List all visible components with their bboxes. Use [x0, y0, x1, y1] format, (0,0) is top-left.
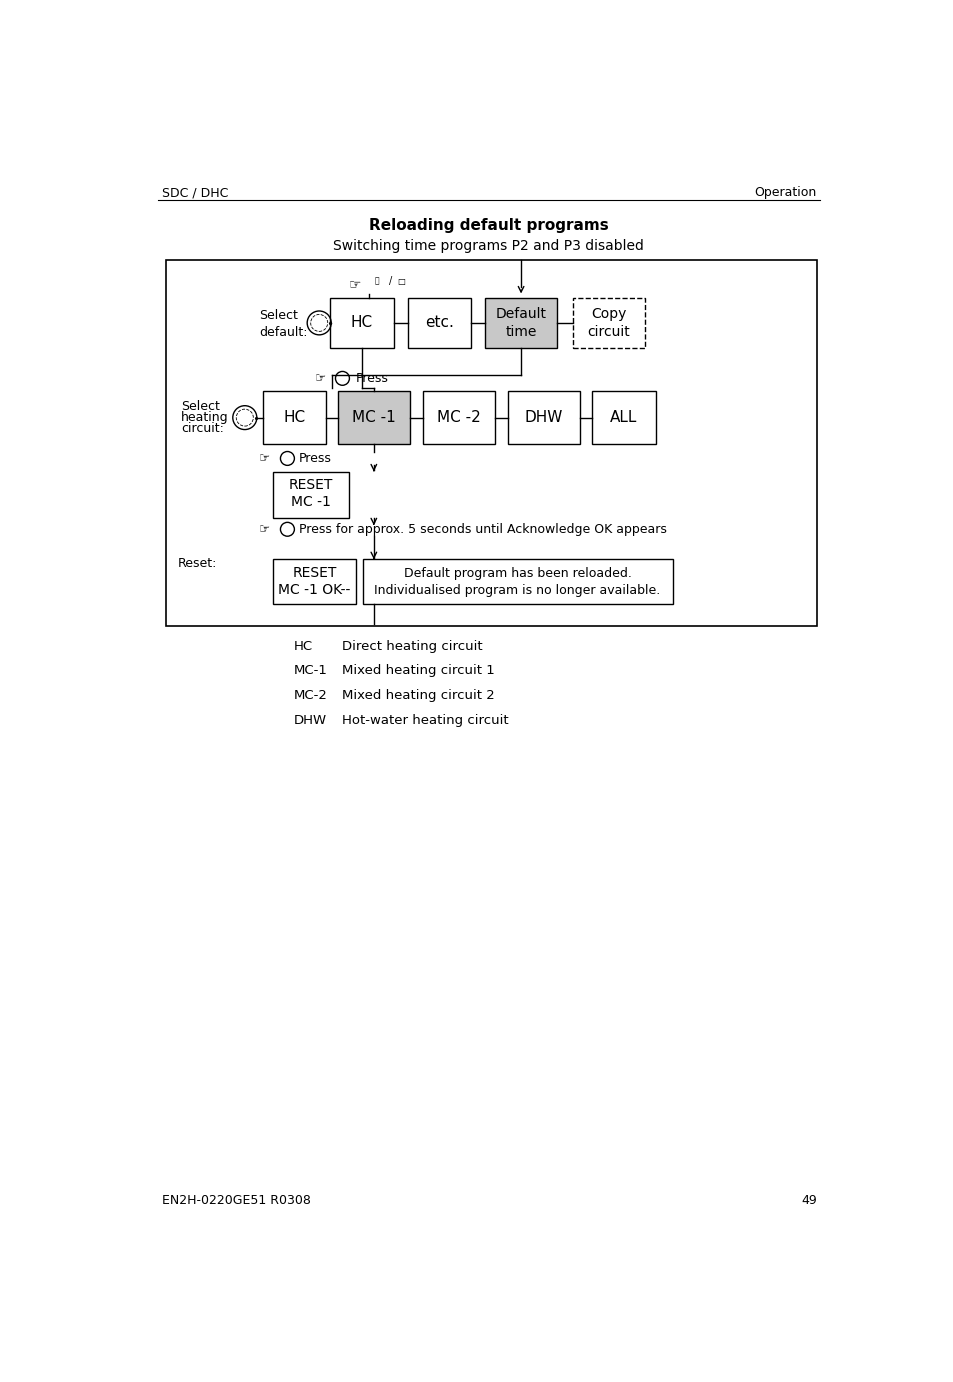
Bar	[407, 299, 471, 348]
Text: Reset:: Reset:	[177, 557, 216, 571]
Text: Switching time programs P2 and P3 disabled: Switching time programs P2 and P3 disabl…	[334, 239, 643, 253]
Text: DHW: DHW	[524, 410, 562, 426]
Bar	[507, 391, 579, 444]
Bar	[262, 391, 326, 444]
Text: MC-1: MC-1	[294, 665, 327, 677]
Bar	[572, 299, 644, 348]
Text: 49: 49	[801, 1194, 816, 1208]
Text: Hot-water heating circuit: Hot-water heating circuit	[342, 713, 509, 727]
Text: Ⓞ: Ⓞ	[374, 276, 378, 286]
Text: EN2H-0220GE51 R0308: EN2H-0220GE51 R0308	[162, 1194, 311, 1208]
Text: MC-2: MC-2	[294, 690, 327, 702]
Text: Mixed heating circuit 2: Mixed heating circuit 2	[342, 690, 495, 702]
Text: Press: Press	[298, 452, 332, 464]
Text: ALL: ALL	[610, 410, 637, 426]
Text: etc.: etc.	[424, 315, 454, 330]
Bar	[337, 391, 410, 444]
Text: Individualised program is no longer available.: Individualised program is no longer avai…	[375, 583, 660, 597]
Bar	[273, 471, 348, 518]
Text: MC -1: MC -1	[291, 495, 331, 510]
Bar	[362, 560, 672, 604]
Text: ☞: ☞	[259, 452, 271, 464]
Text: ☞: ☞	[348, 278, 361, 292]
Text: Default program has been reloaded.: Default program has been reloaded.	[403, 567, 631, 579]
Bar	[422, 391, 495, 444]
Text: Select: Select	[181, 401, 220, 413]
Text: HC: HC	[283, 410, 305, 426]
Text: circuit:: circuit:	[181, 422, 224, 435]
Text: Mixed heating circuit 1: Mixed heating circuit 1	[342, 665, 495, 677]
Text: heating: heating	[181, 410, 229, 424]
Text: RESET: RESET	[292, 567, 336, 580]
Text: default:: default:	[258, 326, 307, 339]
Text: Select: Select	[258, 308, 297, 322]
Text: HC: HC	[294, 640, 313, 652]
Text: MC -1: MC -1	[352, 410, 395, 426]
Bar	[273, 560, 356, 604]
Text: time: time	[505, 325, 537, 339]
Text: Reloading default programs: Reloading default programs	[369, 217, 608, 232]
Text: □: □	[397, 276, 405, 286]
Text: Default: Default	[495, 307, 546, 322]
Text: Operation: Operation	[754, 187, 816, 199]
Bar	[166, 260, 816, 626]
Text: ☞: ☞	[314, 372, 326, 384]
Text: circuit: circuit	[587, 325, 629, 339]
Text: Press: Press	[355, 372, 388, 384]
Text: MC -2: MC -2	[436, 410, 480, 426]
Bar	[484, 299, 557, 348]
Bar	[330, 299, 394, 348]
Text: Press for approx. 5 seconds until Acknowledge OK appears: Press for approx. 5 seconds until Acknow…	[298, 522, 666, 536]
Text: Copy: Copy	[590, 307, 626, 322]
Text: ☞: ☞	[259, 522, 271, 536]
Text: RESET: RESET	[288, 478, 333, 492]
Text: MC -1 OK--: MC -1 OK--	[278, 583, 351, 597]
Text: /: /	[389, 276, 392, 286]
Text: HC: HC	[351, 315, 373, 330]
Text: DHW: DHW	[294, 713, 327, 727]
Text: Direct heating circuit: Direct heating circuit	[342, 640, 482, 652]
Text: SDC / DHC: SDC / DHC	[162, 187, 228, 199]
Bar	[592, 391, 655, 444]
